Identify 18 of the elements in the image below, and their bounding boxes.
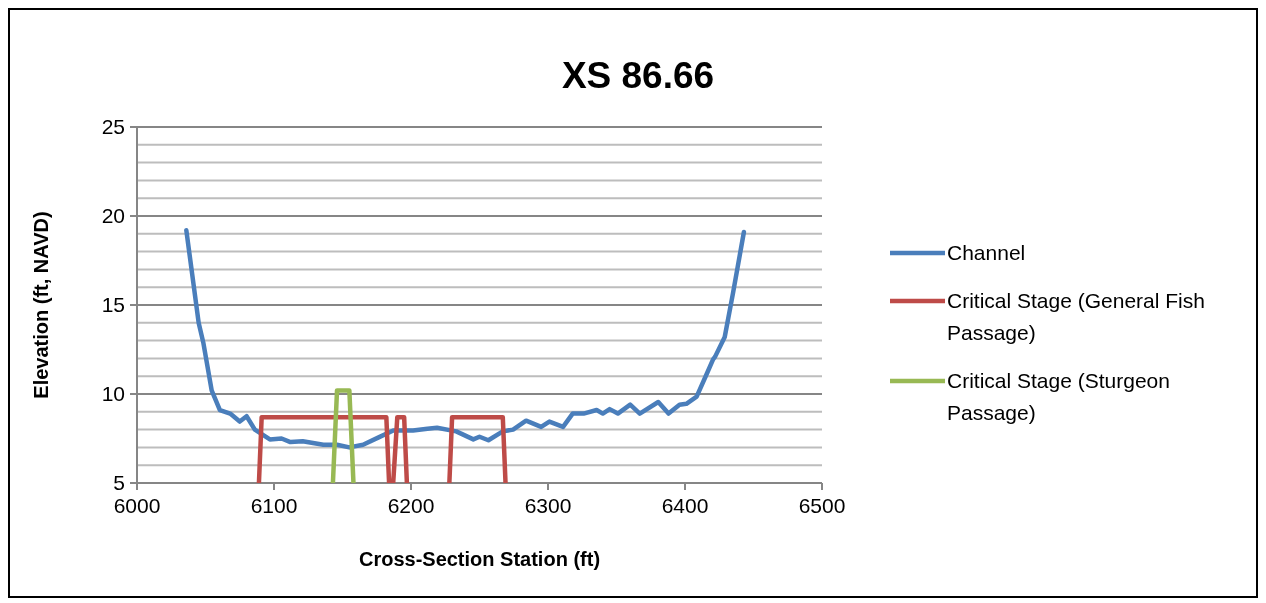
x-tick-label: 6200 [387,494,435,517]
x-axis-title: Cross-Section Station (ft) [358,548,601,570]
y-tick-label: 10 [101,382,125,406]
chart-title: XS 86.66 [561,55,715,96]
y-axis-title: Elevation (ft, NAVD) [30,211,52,399]
y-tick-label: 5 [113,471,125,495]
line-series [184,227,747,450]
legend-label: Critical Stage (Sturgeon Passage) [947,369,1170,424]
x-tick-label: 6000 [113,494,161,517]
legend-label: Channel [947,241,1026,264]
x-tick-label: 6400 [661,494,709,517]
y-tick-label: 25 [101,115,125,139]
y-tick-label: 20 [101,204,125,228]
x-tick-label: 6100 [250,494,298,517]
x-tick-label: 6300 [524,494,572,517]
legend-label: Critical Stage (General Fish Passage) [947,289,1205,344]
y-tick-label: 15 [101,293,125,317]
x-tick-label: 6500 [798,494,846,517]
